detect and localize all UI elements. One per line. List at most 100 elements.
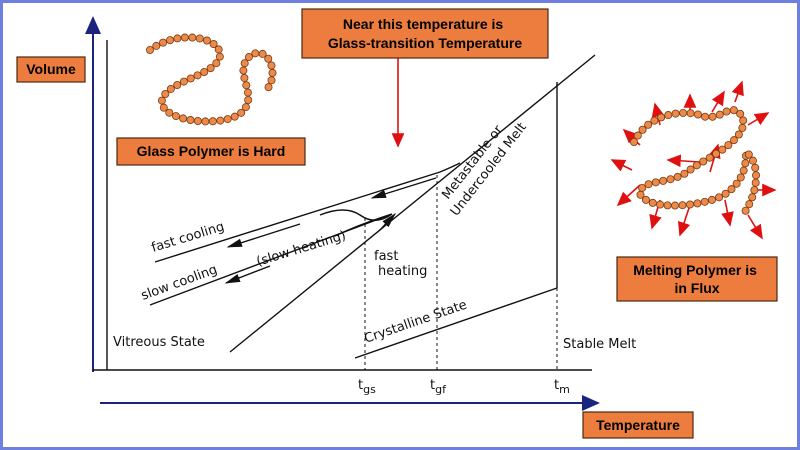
monomer: [650, 116, 659, 125]
monomer: [664, 111, 673, 120]
monomer: [267, 76, 276, 85]
note-line: Near this temperature is: [343, 16, 503, 32]
monomer: [161, 90, 170, 99]
monomer: [241, 103, 250, 112]
monomer: [186, 116, 195, 125]
monomer: [215, 52, 224, 61]
monomer: [732, 179, 741, 188]
fast-heating-label: fast heating: [374, 249, 427, 279]
monomer: [693, 199, 702, 208]
monomer: [651, 178, 660, 187]
monomer: [671, 109, 680, 118]
monomer: [202, 36, 211, 45]
monomer: [208, 117, 217, 126]
monomer: [685, 200, 694, 209]
monomer: [240, 73, 249, 82]
tick-sub: m: [559, 383, 570, 396]
monomer: [721, 189, 730, 198]
monomer: [237, 108, 246, 117]
monomer: [258, 49, 267, 58]
monomer: [663, 201, 672, 210]
monomer: [739, 116, 748, 125]
monomer: [239, 66, 248, 75]
monomer: [644, 180, 653, 189]
melt-line: [229, 54, 596, 353]
monomer: [727, 185, 736, 194]
monomer: [734, 130, 743, 139]
monomer: [195, 34, 204, 43]
monomer: [729, 106, 738, 115]
monomer: [707, 195, 716, 204]
monomer: [264, 54, 273, 63]
monomer: [171, 112, 180, 121]
monomer: [715, 193, 724, 202]
monomer: [708, 112, 717, 121]
callout-box: [582, 411, 694, 439]
tick-sub: gf: [435, 383, 447, 396]
monomer: [159, 103, 168, 112]
monomer: [251, 49, 260, 58]
monomer: [180, 33, 189, 42]
monomer: [656, 200, 665, 209]
monomer: [152, 41, 161, 50]
monomer: [659, 176, 668, 185]
monomer: [267, 61, 276, 70]
monomer: [679, 108, 688, 117]
monomer: [718, 145, 727, 154]
monomer: [739, 166, 748, 175]
label-line: heating: [378, 264, 427, 279]
monomer: [748, 156, 757, 165]
monomer: [214, 45, 223, 54]
callout-box: [16, 56, 86, 83]
monomer: [741, 206, 750, 215]
monomer: [193, 71, 202, 80]
crystalline-line: [354, 287, 558, 359]
monomer: [242, 81, 251, 90]
monomer: [200, 67, 209, 76]
vitreous-label: Vitreous State: [113, 335, 205, 350]
monomer: [165, 108, 174, 117]
monomer: [638, 125, 647, 134]
tick-label: tgs: [358, 378, 376, 396]
tick-label: tm: [554, 378, 570, 396]
monomer: [715, 110, 724, 119]
monomer: [240, 59, 249, 68]
monomer: [201, 117, 210, 126]
monomer: [729, 136, 738, 145]
monomer: [751, 178, 760, 187]
tick-base: t: [554, 378, 559, 393]
monomer: [243, 88, 252, 97]
glass-transition-note: Near this temperature is Glass-transitio…: [328, 16, 522, 51]
monomer: [179, 77, 188, 86]
volume-label: Volume: [26, 61, 76, 77]
monomer: [701, 112, 710, 121]
monomer: [705, 153, 714, 162]
monomer: [673, 172, 682, 181]
polymer-chain: [145, 33, 277, 126]
monomer: [671, 201, 680, 210]
label-line: fast: [374, 249, 398, 264]
temperature-label: Temperature: [596, 417, 680, 433]
monomer: [166, 36, 175, 45]
monomer: [264, 83, 273, 92]
tick-label: tgf: [430, 378, 447, 396]
monomer: [212, 59, 221, 68]
monomer: [244, 53, 253, 62]
fast-cooling-line: [154, 162, 461, 263]
monomer: [636, 190, 645, 199]
monomer: [173, 34, 182, 43]
callout-box: [301, 8, 549, 59]
monomer: [244, 95, 253, 104]
tick-base: t: [358, 378, 363, 393]
monomer: [186, 74, 195, 83]
stable-melt-label: Stable Melt: [563, 337, 636, 352]
polymer-chain: [630, 106, 761, 215]
monomer: [745, 200, 754, 209]
monomer: [736, 109, 745, 118]
note-line: Glass-transition Temperature: [328, 35, 522, 51]
monomer: [752, 171, 761, 180]
monomer: [741, 159, 750, 168]
monomer: [751, 163, 760, 172]
